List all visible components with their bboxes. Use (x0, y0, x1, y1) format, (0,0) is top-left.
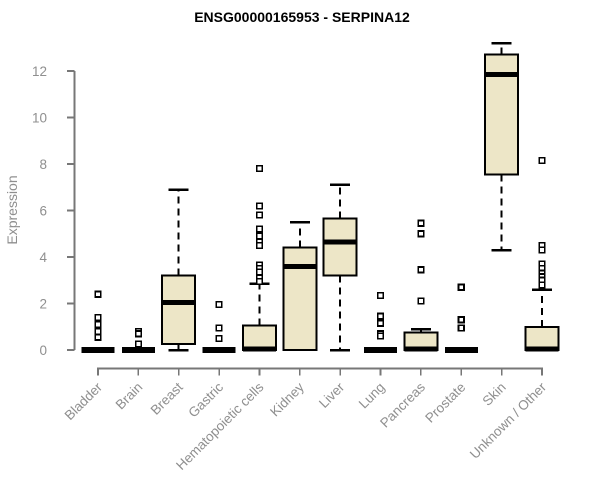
boxplots (81, 41, 560, 353)
median-line (242, 346, 276, 352)
x-tick-label-liver: Liver (316, 379, 348, 411)
x-tick-label-pancreas: Pancreas (377, 379, 428, 430)
outlier-point (417, 230, 425, 238)
outlier-point (255, 277, 264, 285)
outlier-point (538, 281, 546, 289)
x-tick-label-prostate: Prostate (422, 380, 468, 426)
boxplot-skin (484, 41, 520, 252)
outlier-point (255, 165, 264, 173)
outlier-point (538, 246, 546, 254)
boxplot-gastric (202, 301, 236, 353)
outlier-point (255, 225, 264, 233)
median-line (485, 71, 519, 77)
y-tick-label: 8 (39, 157, 47, 172)
box (282, 246, 318, 351)
collapsed-box (121, 347, 155, 353)
outlier-point (134, 340, 142, 348)
median-line (162, 299, 196, 305)
collapsed-box (364, 347, 398, 353)
outlier-point (538, 156, 546, 165)
outlier-point (94, 290, 102, 298)
boxplot-hematopoietic-cells (241, 165, 277, 352)
outlier-point (417, 297, 425, 305)
median-line (404, 346, 438, 352)
boxplot-pancreas (403, 219, 439, 352)
y-tick-label: 2 (39, 296, 47, 311)
y-tick-label: 6 (39, 203, 47, 218)
y-tick-label: 0 (39, 343, 47, 358)
y-tick-label: 12 (32, 64, 47, 79)
outlier-point (457, 283, 465, 291)
chart-title: ENSG00000165953 - SERPINA12 (194, 9, 410, 25)
collapsed-box (444, 347, 478, 353)
boxplot-breast (161, 188, 197, 352)
box (322, 217, 358, 277)
x-tick-label-lung: Lung (356, 380, 388, 412)
collapsed-box (202, 347, 236, 353)
outlier-point (94, 320, 102, 328)
outlier-point (255, 241, 264, 249)
y-tick-label: 10 (32, 110, 47, 125)
median-line (283, 263, 317, 269)
outlier-point (215, 324, 223, 332)
outlier-point (376, 312, 385, 320)
median-line (323, 239, 357, 245)
outlier-point (255, 202, 264, 210)
outlier-point (255, 268, 264, 276)
x-tick-label-breast: Breast (148, 379, 186, 417)
x-tick-label-bladder: Bladder (62, 379, 106, 423)
outlier-point (94, 333, 102, 341)
boxplot-kidney (282, 220, 318, 351)
boxplot-unknown-other (524, 156, 560, 352)
median-line (525, 346, 559, 352)
outlier-point (457, 324, 465, 332)
outlier-point (457, 316, 465, 324)
boxplot-bladder (81, 290, 115, 353)
outlier-point (376, 291, 385, 299)
box (161, 274, 197, 346)
boxplot-prostate (444, 283, 478, 353)
boxplot-liver (322, 183, 358, 352)
x-tick-label-brain: Brain (113, 380, 146, 413)
outlier-point (255, 232, 264, 240)
outlier-point (417, 219, 425, 227)
outlier-point (94, 327, 102, 335)
outlier-point (376, 319, 385, 327)
boxplot-lung (364, 291, 398, 353)
outlier-point (94, 313, 102, 322)
y-axis-label: Expression (4, 175, 20, 244)
outlier-point (417, 266, 425, 274)
collapsed-box (81, 347, 115, 353)
x-tick-label-unknown-other: Unknown / Other (467, 379, 550, 462)
boxplot-brain (121, 327, 155, 353)
outlier-point (215, 334, 223, 342)
outlier-point (376, 332, 385, 340)
x-tick-label-kidney: Kidney (267, 379, 307, 419)
outlier-point (255, 211, 264, 219)
x-tick-label-skin: Skin (480, 380, 509, 409)
outlier-point (215, 301, 223, 309)
y-tick-label: 4 (39, 250, 47, 265)
outlier-point (134, 330, 142, 338)
